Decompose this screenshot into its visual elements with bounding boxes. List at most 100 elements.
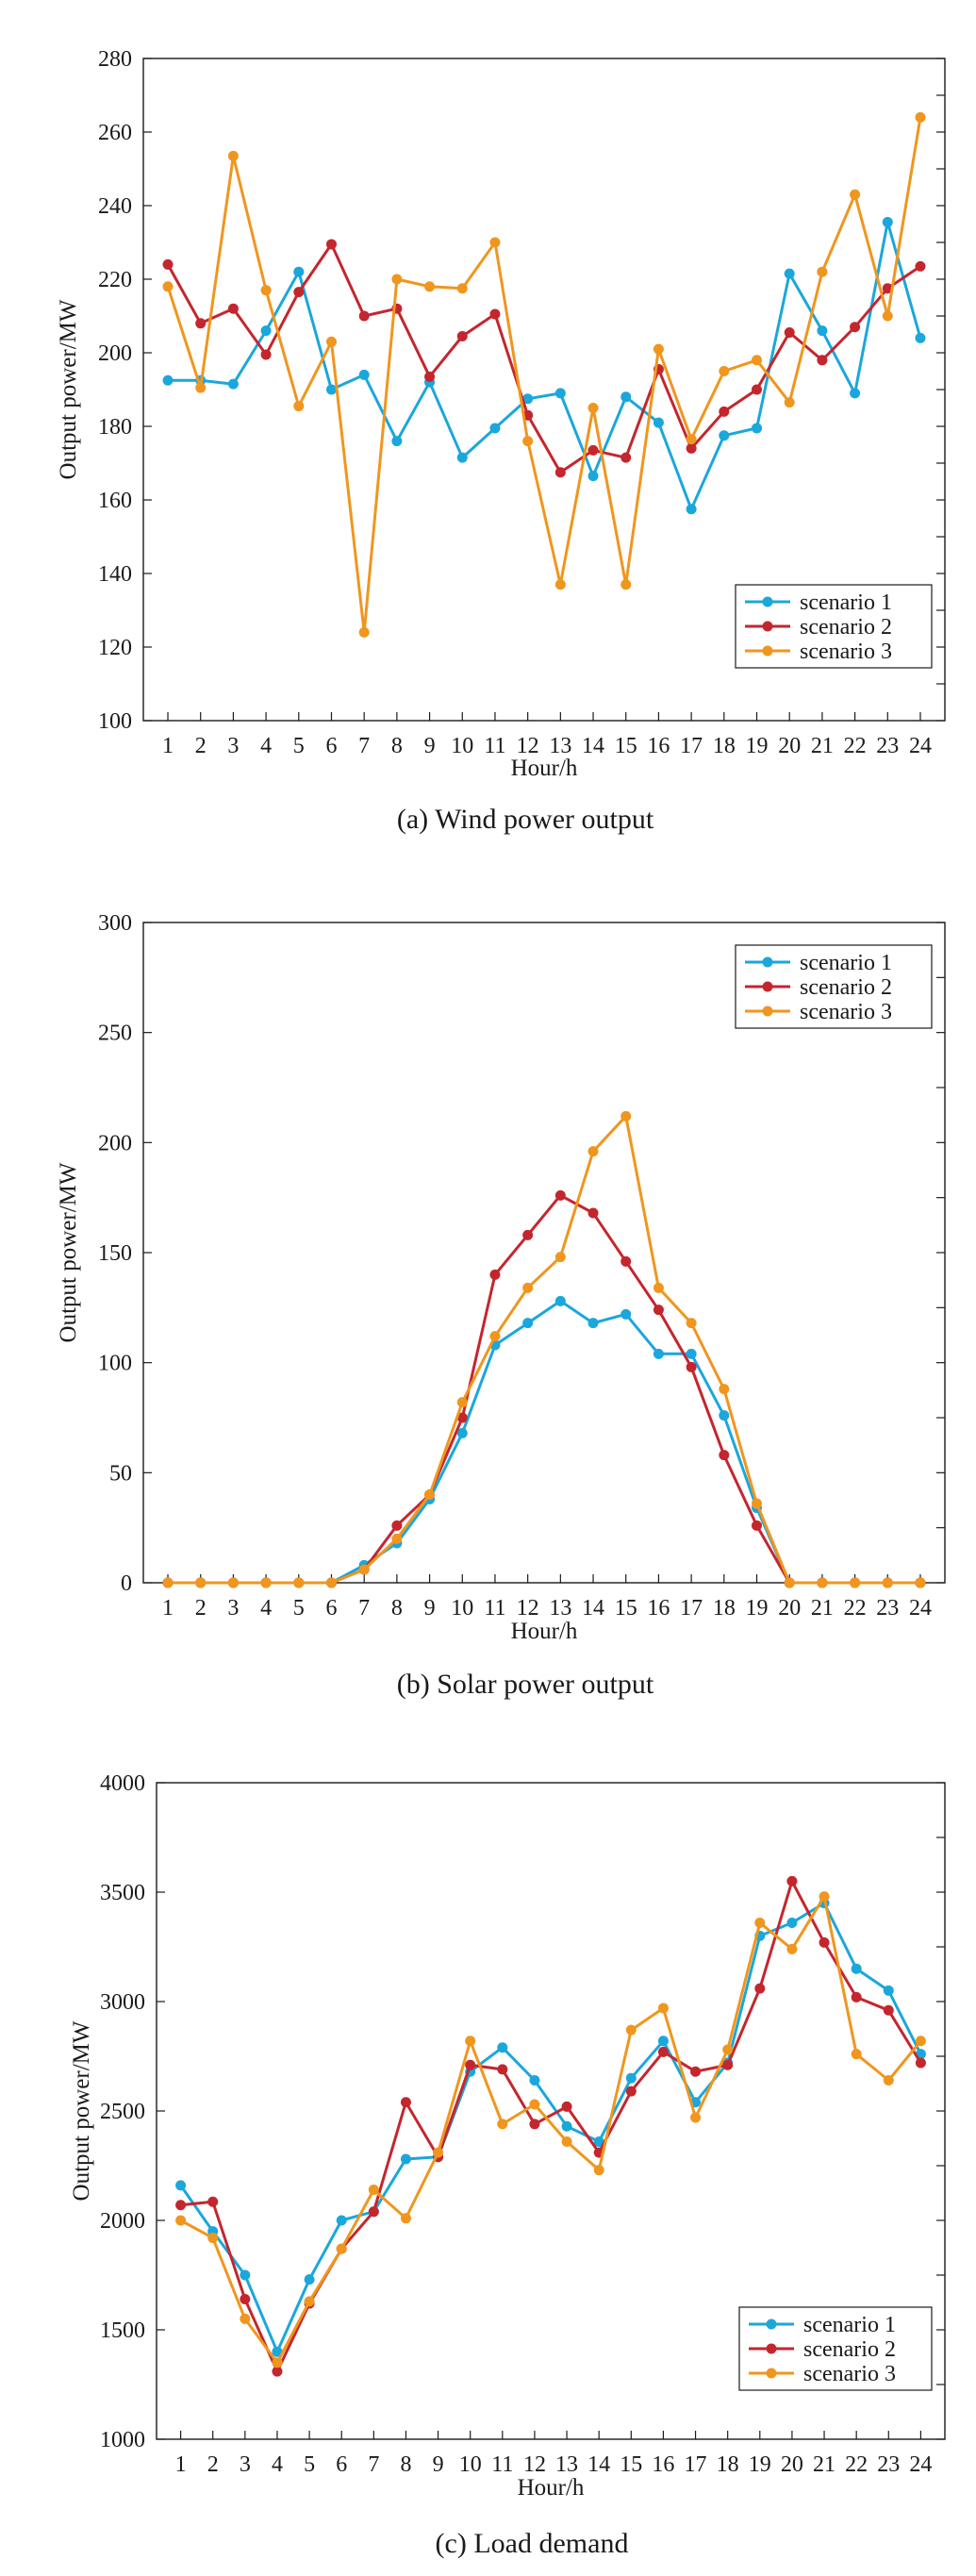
data-point <box>587 444 599 456</box>
series-line <box>179 1902 922 2353</box>
data-point <box>850 388 861 399</box>
x-tick-label: 22 <box>844 1596 867 1620</box>
data-point <box>719 430 730 441</box>
data-point <box>293 287 305 298</box>
data-point <box>686 442 697 454</box>
data-point <box>272 2366 283 2377</box>
data-point <box>358 369 370 380</box>
data-point <box>456 283 468 294</box>
data-point <box>293 401 305 412</box>
data-point <box>424 371 436 382</box>
x-tick-label: 21 <box>811 734 834 758</box>
x-tick-label: 5 <box>293 734 305 758</box>
y-tick-label: 2000 <box>100 2209 145 2234</box>
data-point <box>325 1577 337 1588</box>
series-line <box>168 221 922 511</box>
x-tick-label: 11 <box>484 1596 505 1620</box>
x-tick-label: 8 <box>391 734 403 758</box>
data-point <box>240 2313 251 2324</box>
data-point <box>754 1917 766 1928</box>
y-tick-label: 50 <box>109 1461 132 1486</box>
legend-swatch-marker <box>766 2368 777 2379</box>
legend-label: scenario 1 <box>803 2313 896 2337</box>
data-point <box>851 1991 862 2003</box>
data-point <box>336 2243 347 2254</box>
data-point <box>882 217 893 228</box>
data-point <box>561 2101 572 2112</box>
legend-label: scenario 1 <box>800 951 892 975</box>
data-point <box>162 374 174 386</box>
data-point <box>625 2072 637 2084</box>
x-tick-label: 1 <box>162 734 174 758</box>
series-line <box>179 1895 922 2365</box>
x-tick-label: 15 <box>615 1596 637 1620</box>
data-point <box>227 150 239 161</box>
x-tick-label: 23 <box>877 2452 900 2477</box>
data-point <box>686 1361 697 1372</box>
legend-label: scenario 2 <box>800 615 892 640</box>
data-point <box>260 285 272 296</box>
x-tick-label: 11 <box>491 2452 513 2477</box>
data-point <box>620 391 632 403</box>
data-point <box>260 349 272 360</box>
data-point <box>175 2215 187 2226</box>
legend-item: scenario 3 <box>745 1000 892 1024</box>
data-point <box>620 1308 632 1320</box>
data-point <box>368 2206 379 2218</box>
data-point <box>465 2059 476 2070</box>
x-axis-label: Hour/h <box>511 756 578 781</box>
data-point <box>162 258 174 270</box>
data-point <box>657 2046 669 2057</box>
data-point <box>529 2075 540 2086</box>
x-tick-label: 6 <box>325 734 337 758</box>
data-point <box>686 434 697 445</box>
x-tick-label: 19 <box>746 1596 769 1620</box>
x-tick-label: 8 <box>400 2452 411 2477</box>
x-tick-label: 3 <box>240 2452 251 2477</box>
x-tick-label: 10 <box>451 1596 473 1620</box>
data-point <box>817 355 828 366</box>
legend-label: scenario 3 <box>800 640 892 664</box>
x-tick-label: 19 <box>749 2452 771 2477</box>
data-point <box>883 2075 894 2086</box>
data-point <box>391 1520 403 1531</box>
data-point <box>358 310 370 322</box>
x-tick-label: 8 <box>391 1596 403 1620</box>
data-point <box>561 2136 572 2147</box>
x-tick-label: 6 <box>325 1596 337 1620</box>
legend-swatch-marker <box>762 621 773 632</box>
data-point <box>587 1318 599 1329</box>
data-point <box>293 266 305 277</box>
data-point <box>754 1983 766 1994</box>
data-point <box>850 322 861 333</box>
data-point <box>561 2120 572 2132</box>
legend-swatch-marker <box>762 1005 773 1017</box>
x-tick-label: 2 <box>195 734 207 758</box>
series-2 <box>162 1189 926 1588</box>
y-tick-label: 3500 <box>100 1881 145 1905</box>
y-tick-label: 3000 <box>100 1990 145 2015</box>
x-tick-label: 16 <box>652 2452 674 2477</box>
data-point <box>489 423 501 434</box>
data-point <box>227 303 239 314</box>
data-point <box>529 2099 540 2110</box>
data-point <box>752 384 763 395</box>
x-tick-label: 18 <box>717 2452 739 2477</box>
data-point <box>653 1348 664 1359</box>
data-point <box>625 2024 637 2036</box>
data-point <box>653 1305 664 1316</box>
legend-item: scenario 2 <box>745 975 892 1000</box>
series-line <box>180 1879 922 2373</box>
data-point <box>819 1936 830 1948</box>
series-1 <box>162 217 926 515</box>
y-tick-label: 0 <box>121 1571 132 1596</box>
data-point <box>690 2066 702 2077</box>
data-point <box>722 2059 734 2070</box>
series-2 <box>175 1875 926 2377</box>
x-tick-label: 1 <box>175 2452 187 2477</box>
data-point <box>336 2215 347 2226</box>
x-tick-label: 15 <box>615 734 637 758</box>
data-point <box>850 1577 861 1588</box>
